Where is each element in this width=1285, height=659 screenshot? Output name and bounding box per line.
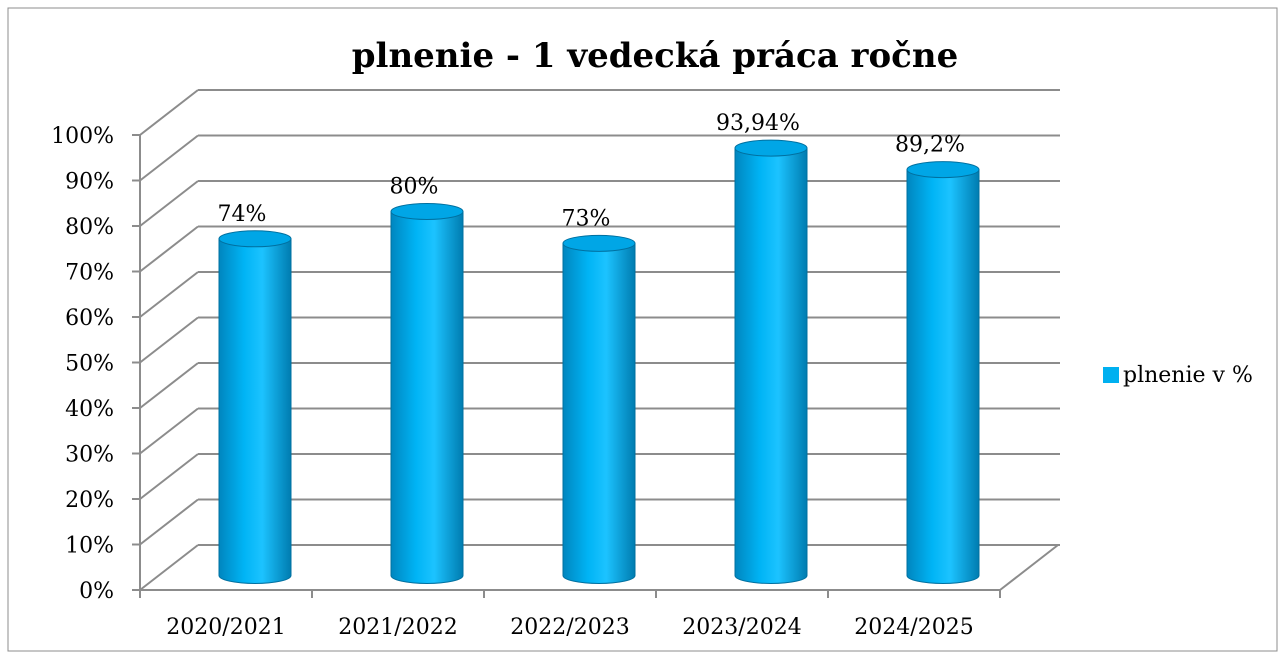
x-tick-label: 2022/2023 xyxy=(510,615,629,640)
bar xyxy=(562,242,636,584)
bar-top xyxy=(218,230,292,248)
y-tick-label: 0% xyxy=(79,579,114,604)
legend-label: plnenie v % xyxy=(1123,363,1253,388)
grid-line xyxy=(139,453,199,500)
floor-edge xyxy=(999,544,1059,591)
y-tick-label: 20% xyxy=(65,488,114,513)
y-tick-label: 60% xyxy=(65,306,114,331)
grid-line xyxy=(139,225,199,273)
y-tick-label: 40% xyxy=(65,397,114,422)
y-tick-label: 70% xyxy=(65,261,114,286)
y-tick-label: 80% xyxy=(65,215,114,240)
grid-line xyxy=(139,498,199,546)
y-tick-label: 10% xyxy=(65,534,114,559)
y-tick-label: 30% xyxy=(65,443,114,468)
data-label: 80% xyxy=(390,175,439,200)
grid-line xyxy=(139,89,199,136)
bar-top xyxy=(562,234,636,252)
x-tick-label: 2024/2025 xyxy=(854,615,973,640)
data-label: 74% xyxy=(218,202,267,227)
chart-border xyxy=(7,7,1278,652)
grid-line xyxy=(139,271,199,318)
data-label: 73% xyxy=(562,206,611,231)
grid-line xyxy=(139,362,199,409)
x-tick-label: 2021/2022 xyxy=(338,615,457,640)
data-label: 89,2% xyxy=(895,133,965,158)
y-tick-label: 90% xyxy=(65,170,114,195)
y-tick-label: 100% xyxy=(51,124,114,149)
bar xyxy=(906,169,980,584)
chart-title: plnenie - 1 vedecká práca ročne xyxy=(352,36,958,76)
y-tick-label: 50% xyxy=(65,352,114,377)
grid-line xyxy=(139,180,199,227)
data-label: 93,94% xyxy=(716,111,800,136)
x-tick-label: 2020/2021 xyxy=(166,615,285,640)
bar-top xyxy=(390,203,464,220)
grid-line xyxy=(139,316,199,364)
x-tick-label: 2023/2024 xyxy=(682,615,801,640)
grid-line xyxy=(139,544,199,591)
bar-top xyxy=(734,139,808,157)
bar xyxy=(218,238,292,584)
bar xyxy=(734,147,808,584)
bar-top xyxy=(906,161,980,179)
grid-line xyxy=(139,134,199,182)
grid-line xyxy=(139,407,199,455)
bar xyxy=(390,211,464,584)
legend-swatch xyxy=(1103,367,1119,383)
